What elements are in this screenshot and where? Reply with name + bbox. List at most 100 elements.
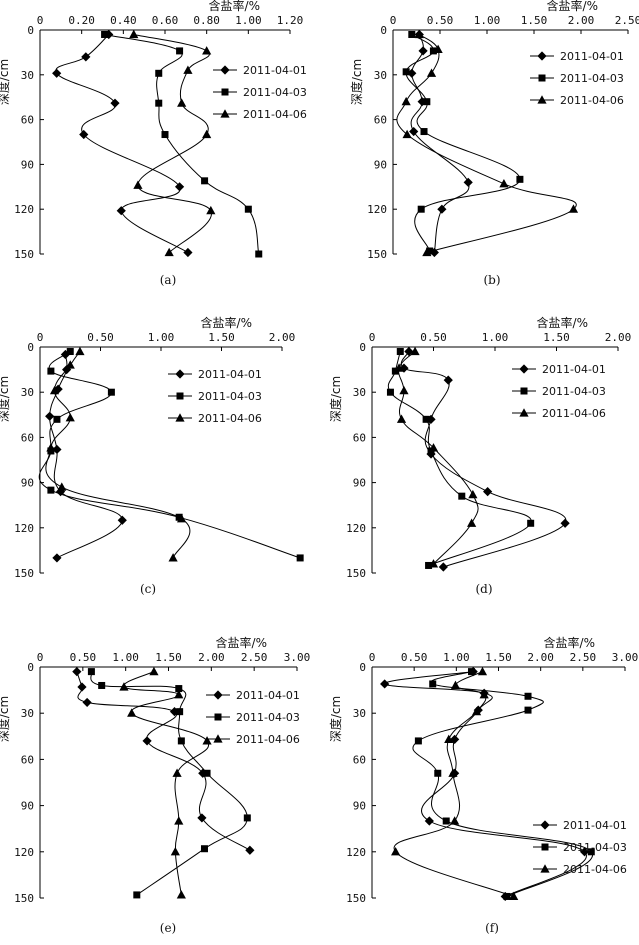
data-point-square [155,69,163,77]
x-tick-label: 1.50 [543,331,570,344]
data-point-triangle [174,689,184,699]
legend-marker-triangle [175,413,185,422]
data-point-square [516,175,524,183]
legend-marker-triangle [213,734,223,743]
data-point-square [423,98,431,106]
data-point-diamond [110,98,120,108]
x-tick-label: 0 [390,14,397,27]
x-tick-label: 3.00 [284,651,311,664]
series-line-square [405,34,521,252]
data-point-diamond [463,177,473,187]
data-point-square [98,681,106,689]
y-tick-label: 120 [14,846,34,859]
y-tick-label: 120 [346,522,366,535]
series-line-triangle [123,671,210,895]
x-tick-label: 2.50 [241,651,268,664]
y-tick-label: 150 [14,248,34,261]
data-point-triangle [468,489,478,499]
y-tick-label: 150 [367,248,387,261]
data-point-diamond [438,562,448,572]
legend-marker-diamond [213,690,223,700]
data-point-triangle [149,666,159,676]
data-point-diamond [53,384,63,394]
panel-caption: (f) [485,921,499,935]
x-axis-title: 含盐率/% [537,315,588,330]
data-point-square [468,668,476,676]
data-point-triangle [177,98,187,107]
data-point-diamond [52,444,62,455]
series-line-square [387,351,532,566]
panel-caption: (a) [160,273,177,287]
legend-marker-triangle [537,95,547,104]
data-point-square [402,68,410,76]
y-tick-label: 30 [21,707,34,720]
x-tick-label: 0.50 [420,331,447,344]
legend-label: 2011-04-01 [243,64,307,77]
chart-panel-c: 0 0.50 1.00 1.50 2.00 0 30 60 90 120 150 含盐率/% 深度/cm… [0,315,304,596]
legend-label: 2011-04-03 [563,841,627,854]
data-point-triangle [444,734,454,743]
data-point-diamond [45,411,55,421]
data-point-triangle [433,44,443,54]
x-tick-label: 0.50 [401,651,428,664]
y-tick-label: 0 [27,24,34,37]
y-tick-label: 60 [21,431,34,444]
chart-panel-a: 0 0.20 0.40 0.60 0.80 1.00 1.20 0 30 60 90 120 150 含盐… [0,0,307,287]
x-tick-label: 0.50 [70,651,97,664]
x-axis-title: 含盐率/% [544,635,595,650]
data-point-diamond [424,816,434,826]
data-point-square [87,668,95,676]
data-point-triangle [202,46,212,55]
data-point-square [155,99,163,107]
data-point-diamond [437,204,447,214]
data-point-square [425,561,433,569]
data-point-square [414,737,422,745]
x-tick-label: 0.50 [427,14,454,27]
data-point-square [53,415,61,423]
data-point-triangle [129,29,139,39]
x-tick-label: 0.20 [68,14,95,27]
data-point-triangle [183,65,193,74]
x-axis-title: 含盐率/% [209,0,260,13]
data-point-triangle [422,247,432,257]
legend-label: 2011-04-01 [236,689,300,702]
data-point-diamond [183,247,193,258]
x-tick-label: 0 [37,14,44,27]
x-tick-label: 2.00 [605,331,632,344]
legend-label: 2011-04-06 [236,733,300,746]
series-line-square [104,34,260,255]
data-point-diamond [82,697,92,708]
data-point-square [420,128,428,136]
data-point-square [386,388,394,396]
legend-label: 2011-04-01 [560,50,624,63]
y-tick-label: 150 [346,567,366,580]
y-tick-label: 60 [21,753,34,766]
y-tick-label: 60 [353,753,366,766]
x-tick-label: 2.00 [527,651,554,664]
data-point-triangle [168,553,178,562]
y-tick-label: 0 [27,661,34,674]
legend-label: 2011-04-06 [560,94,624,107]
data-point-triangle [568,204,579,213]
series-line-triangle [393,671,514,897]
legend-marker-triangle [519,408,529,417]
data-point-triangle [426,68,437,77]
data-point-triangle [394,363,404,372]
data-point-square [161,131,169,139]
legend-label: 2011-04-03 [542,385,606,398]
legend-label: 2011-04-03 [198,390,262,403]
data-point-triangle [206,205,216,215]
y-tick-label: 90 [374,158,387,171]
data-point-diamond [560,518,570,528]
y-tick-label: 0 [27,341,34,354]
legend-marker-square [221,88,229,96]
x-tick-label: 0 [37,331,44,344]
legend-marker-diamond [540,820,550,830]
legend-label: 2011-04-06 [542,407,606,420]
legend-marker-triangle [540,864,550,873]
legend-label: 2011-04-01 [198,368,262,381]
data-point-diamond [174,182,185,192]
panel-caption: (d) [475,582,492,596]
data-point-triangle [176,890,186,899]
legend-marker-diamond [519,364,529,374]
